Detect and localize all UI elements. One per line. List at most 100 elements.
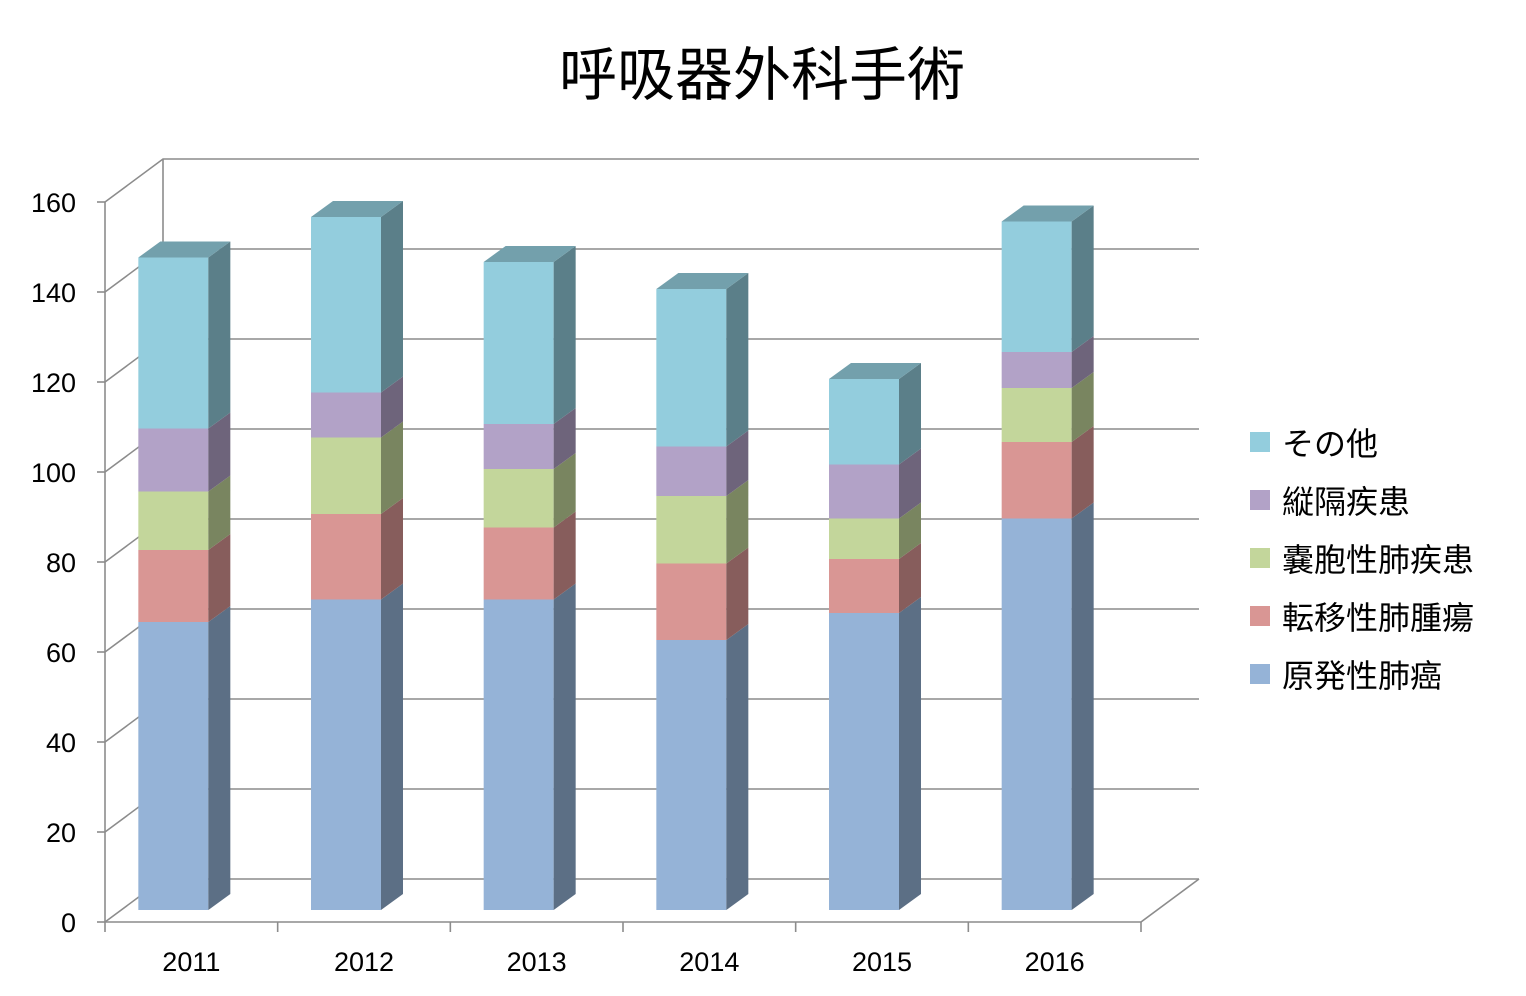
bar-side-2012-4: [381, 201, 403, 393]
bar-side-2015-1: [899, 543, 921, 613]
bar-front-2016-0: [1001, 518, 1072, 910]
bar-2011-series-4: [138, 241, 231, 429]
legend-label-3: 転移性肺腫瘍: [1282, 599, 1474, 637]
bar-side-2013-2: [553, 453, 576, 528]
bar-2013-series-2: [483, 453, 576, 528]
bar-side-2015-0: [899, 597, 921, 910]
bar-side-2011-2: [208, 475, 231, 550]
bar-top-2013: [483, 246, 576, 262]
bar-front-2011-0: [138, 622, 209, 910]
y-tick-label-8: 160: [31, 188, 76, 218]
y-axis-ticks: 0 20 40 60 80 100 120 140 160: [31, 188, 105, 938]
bar-front-2015-2: [829, 518, 899, 559]
bar-side-2014-2: [726, 480, 749, 564]
bar-front-2015-4: [829, 379, 899, 465]
bar-2015-series-2: [829, 502, 921, 559]
bar-side-2014-4: [726, 273, 749, 447]
bar-front-2014-2: [656, 496, 727, 564]
bar-side-2014-0: [726, 624, 749, 910]
bar-side-2012-3: [381, 376, 403, 438]
bar-side-2016-4: [1071, 205, 1094, 352]
y-tick-label-4: 80: [46, 548, 76, 578]
bar-2015-series-3: [829, 448, 921, 519]
bar-side-2011-0: [208, 606, 231, 910]
bar-side-2013-4: [553, 246, 576, 424]
legend-label-1: 縦隔疾患: [1282, 483, 1410, 521]
bar-side-2012-2: [381, 421, 403, 514]
bar-front-2011-4: [138, 257, 209, 429]
bar-side-2012-0: [381, 583, 403, 910]
bar-front-2016-3: [1001, 352, 1072, 388]
bar-stack-2012: [311, 201, 403, 910]
bar-front-2013-3: [483, 424, 554, 469]
bar-stack-2015: [829, 363, 921, 910]
bar-side-2013-1: [553, 511, 576, 600]
bar-side-2014-3: [726, 430, 749, 496]
legend-label-2: 嚢胞性肺疾患: [1282, 541, 1474, 579]
y-tick-label-2: 40: [46, 728, 76, 758]
bar-top-2011: [138, 241, 231, 258]
bar-side-2015-2: [899, 502, 921, 559]
y-tick-label-3: 60: [46, 638, 76, 668]
x-tick-label-2014: 2014: [679, 947, 739, 977]
bar-2014-series-0: [656, 624, 749, 910]
x-tick-label-2013: 2013: [507, 947, 567, 977]
legend-swatch-3: [1250, 606, 1270, 626]
bar-2011-series-0: [138, 606, 231, 910]
bar-side-2016-1: [1071, 426, 1094, 519]
bar-2013-series-4: [483, 246, 576, 424]
bar-2012-series-0: [311, 583, 403, 910]
y-tick-label-1: 20: [46, 818, 76, 848]
x-axis-ticks: 2011 2012 2013 2014 2015 2016: [104, 922, 1142, 977]
bar-front-2013-0: [483, 599, 554, 910]
bar-2016-series-1: [1001, 426, 1094, 519]
bar-2015-series-1: [829, 543, 921, 613]
x-tick-label-2012: 2012: [334, 947, 394, 977]
bar-front-2013-1: [483, 527, 554, 600]
bar-2013-series-0: [483, 583, 576, 910]
bar-front-2011-3: [138, 428, 209, 492]
chart-title: 呼吸器外科手術: [559, 41, 965, 109]
bar-front-2016-1: [1001, 442, 1072, 519]
y-tick-label-5: 100: [31, 458, 76, 488]
legend-swatch-0: [1250, 432, 1270, 452]
bar-2014-series-2: [656, 480, 749, 564]
bar-front-2014-1: [656, 563, 727, 640]
bar-front-2014-0: [656, 640, 727, 910]
bar-side-2014-1: [726, 547, 749, 640]
bar-stack-2016: [1001, 205, 1094, 910]
bar-2012-series-2: [311, 421, 403, 514]
bar-2016-series-2: [1001, 372, 1094, 442]
bar-front-2014-4: [656, 289, 727, 447]
bar-2013-series-3: [483, 408, 576, 469]
legend-swatch-1: [1250, 490, 1270, 510]
legend-swatch-2: [1250, 548, 1270, 568]
bar-2016-series-3: [1001, 336, 1094, 388]
bar-stack-2014: [656, 273, 749, 910]
bar-front-2015-1: [829, 559, 899, 613]
bar-2011-series-1: [138, 534, 231, 622]
y-tick-label-7: 140: [31, 278, 76, 308]
bar-top-2016: [1001, 205, 1094, 222]
bar-stack-2011: [138, 241, 231, 910]
bar-2011-series-3: [138, 412, 231, 492]
bar-2015-series-0: [829, 597, 921, 910]
x-tick-label-2015: 2015: [852, 947, 912, 977]
legend-label-4: 原発性肺癌: [1282, 657, 1442, 695]
bar-side-2011-1: [208, 534, 231, 622]
bar-2012-series-3: [311, 376, 403, 438]
bar-front-2013-4: [483, 262, 554, 424]
bar-side-2012-1: [381, 498, 403, 600]
bar-front-2012-3: [311, 392, 381, 438]
bars-group: [138, 201, 1094, 910]
bar-top-2014: [656, 273, 749, 289]
floor-right-edge: [1140, 878, 1200, 923]
bar-front-2012-2: [311, 437, 381, 514]
bar-front-2011-1: [138, 550, 209, 622]
bar-2014-series-3: [656, 430, 749, 496]
bar-stack-2013: [483, 246, 576, 910]
bar-top-2012: [311, 201, 403, 217]
bar-2012-series-1: [311, 498, 403, 600]
